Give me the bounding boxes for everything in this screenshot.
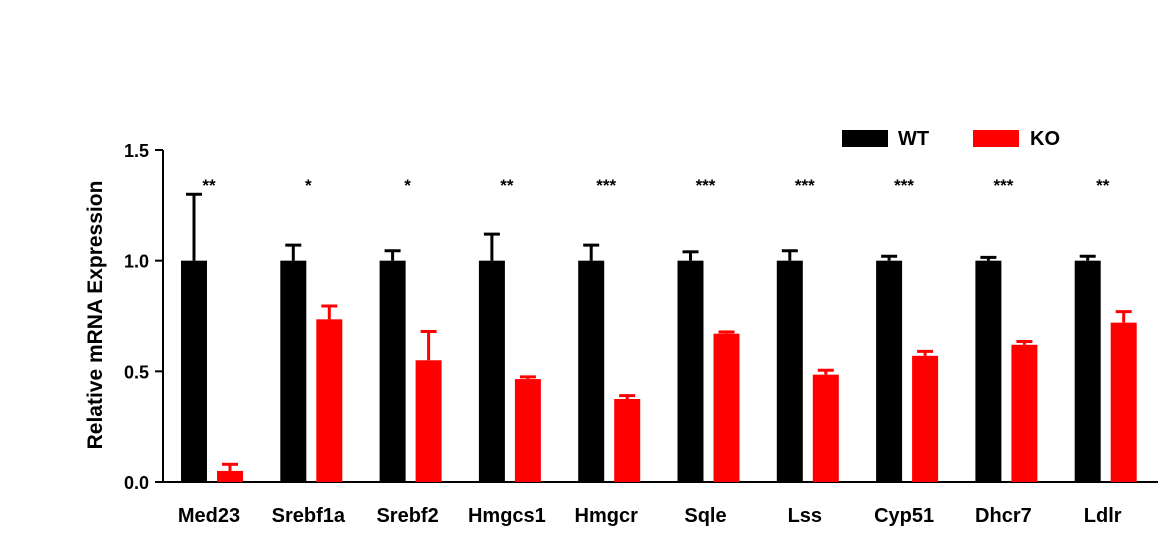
x-tick-label: Srebf1a [272,505,346,527]
significance-label: *** [596,176,616,195]
bar-group-hmgcr [578,243,641,482]
significance-label: ** [1096,176,1110,195]
significance-label: * [404,176,411,195]
bar-ko-dhcr7 [1011,344,1038,482]
significance-markers: ** * * ** *** *** *** *** *** ** [202,176,1109,195]
significance-label: * [305,176,312,195]
y-axis-label: Relative mRNA Expression [84,181,107,450]
bar-group-hmgcs1 [478,232,541,482]
significance-label: ** [500,176,514,195]
bar-group-lss [776,249,839,482]
y-tick-label: 1.5 [124,141,149,161]
bar-ko-ldlr [1110,322,1137,482]
bar-ko-srebf2 [415,360,442,482]
bar-wt-dhcr7 [975,260,1002,482]
bar-group-srebf2 [379,249,442,482]
bar-ko-hmgcs1 [514,379,541,482]
y-axis: 0.0 0.5 1.0 1.5 [124,141,164,493]
bar-wt-hmgcs1 [478,260,505,482]
bar-group-srebf1a [280,243,343,482]
significance-label: *** [795,176,815,195]
bar-wt-hmgcr [578,260,605,482]
bar-ko-srebf1a [316,319,343,482]
bar-wt-med23 [181,260,207,482]
bar-group-dhcr7 [975,255,1038,482]
bar-group-sqle [677,250,740,482]
legend-swatch-ko [973,130,1019,147]
bars [181,192,1137,482]
x-tick-label: Ldlr [1084,505,1122,527]
bar-group-cyp51 [876,254,939,482]
significance-label: *** [696,176,716,195]
x-axis: Med23 Srebf1a Srebf2 Hmgcs1 Hmgcr Sqle Lss Cyp5… [162,481,1158,527]
bar-wt-ldlr [1074,260,1101,482]
x-tick-label: Hmgcs1 [468,505,546,527]
bar-ko-med23 [217,470,243,482]
legend-label-ko: KO [1030,128,1060,150]
x-tick-label: Srebf2 [376,505,438,527]
bar-group-ldlr [1074,254,1137,482]
bar-ko-cyp51 [912,355,939,482]
bar-wt-sqle [677,260,704,482]
y-tick-label: 0.5 [124,362,149,382]
significance-label: ** [202,176,216,195]
x-tick-label: Med23 [178,505,240,527]
x-tick-label: Sqle [684,505,726,527]
bar-wt-lss [776,260,803,482]
y-tick-label: 1.0 [124,252,149,272]
significance-label: *** [894,176,914,195]
x-tick-label: Cyp51 [874,505,934,527]
bar-wt-srebf2 [379,260,406,482]
legend-swatch-wt [842,130,888,147]
bar-ko-lss [812,374,839,482]
y-tick-label: 0.0 [124,473,149,493]
bar-ko-sqle [713,333,740,482]
x-tick-label: Dhcr7 [975,505,1032,527]
legend: WT KO [842,128,1060,150]
x-tick-label: Lss [788,505,822,527]
significance-label: *** [993,176,1013,195]
bar-wt-srebf1a [280,260,307,482]
bar-wt-cyp51 [876,260,903,482]
bar-group-med23 [181,192,243,482]
x-tick-label: Hmgcr [575,505,639,527]
bar-ko-hmgcr [614,399,641,482]
legend-label-wt: WT [898,128,929,150]
